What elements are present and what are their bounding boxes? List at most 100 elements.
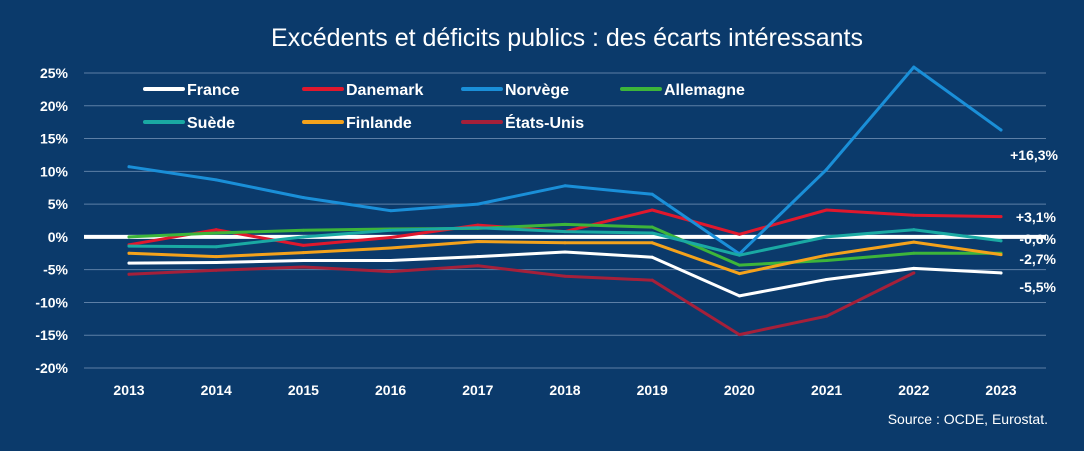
- end-labels: -5,5% +3,1% +16,3% -0,6% -2,7%: [1010, 147, 1058, 295]
- series-line: [127, 264, 916, 337]
- data-point: [214, 231, 218, 235]
- legend-label: France: [187, 82, 240, 99]
- legend-item: Suède: [143, 115, 235, 132]
- data-point: [650, 241, 654, 245]
- data-point: [825, 314, 829, 318]
- x-tick-label: 2017: [462, 382, 493, 398]
- legend-label: Allemagne: [664, 82, 745, 99]
- data-point: [127, 165, 131, 169]
- x-tick-label: 2015: [288, 382, 319, 398]
- y-tick-label: 10%: [40, 163, 69, 179]
- data-point: [214, 260, 218, 264]
- data-point: [214, 178, 218, 182]
- x-axis-ticks: 2013 2014 2015 2016 2017 2018 2019 2020 2021 2022…: [113, 382, 1016, 398]
- y-tick-label: -15%: [35, 327, 68, 343]
- data-point: [650, 192, 654, 196]
- x-tick-label: 2023: [985, 382, 1016, 398]
- data-point: [301, 235, 305, 239]
- end-value-label: -0,6%: [1019, 231, 1056, 247]
- end-value-label: +3,1%: [1016, 209, 1057, 225]
- data-point: [214, 255, 218, 259]
- data-point: [825, 235, 829, 239]
- x-tick-label: 2021: [811, 382, 842, 398]
- series-finlande: [127, 239, 1003, 276]
- series-norvege: [127, 65, 1003, 256]
- data-point: [301, 243, 305, 247]
- data-point: [389, 270, 393, 274]
- y-tick-label: 20%: [40, 98, 69, 114]
- y-tick-label: -5%: [43, 262, 68, 278]
- chart-title: Excédents et déficits publics : des écar…: [271, 24, 863, 52]
- series-layer: [127, 65, 1003, 337]
- x-tick-label: 2022: [898, 382, 929, 398]
- data-point: [301, 228, 305, 232]
- legend-label: Suède: [187, 115, 235, 132]
- end-value-label: -2,7%: [1019, 251, 1056, 267]
- data-point: [476, 264, 480, 268]
- x-tick-label: 2019: [637, 382, 668, 398]
- x-tick-label: 2018: [549, 382, 580, 398]
- data-point: [301, 258, 305, 262]
- data-point: [825, 278, 829, 281]
- data-point: [301, 265, 305, 269]
- data-point: [737, 272, 741, 276]
- data-point: [476, 239, 480, 243]
- data-point: [825, 208, 829, 212]
- data-point: [825, 167, 829, 171]
- y-tick-label: 15%: [40, 131, 69, 147]
- data-point: [737, 294, 741, 298]
- data-point: [301, 251, 305, 255]
- data-point: [563, 241, 567, 245]
- data-point: [737, 333, 741, 337]
- data-point: [737, 263, 741, 267]
- data-point: [650, 255, 654, 259]
- data-point: [389, 236, 393, 240]
- x-tick-label: 2013: [113, 382, 144, 398]
- data-point: [563, 222, 567, 226]
- data-point: [389, 209, 393, 213]
- data-point: [563, 250, 567, 254]
- data-point: [563, 274, 567, 278]
- data-point: [912, 266, 916, 270]
- data-point: [999, 128, 1003, 132]
- series-suede: [127, 226, 1003, 257]
- legend-label: États-Unis: [505, 113, 584, 132]
- y-tick-label: 0%: [48, 229, 69, 245]
- data-point: [912, 251, 916, 255]
- series-line: [127, 250, 1003, 298]
- y-tick-label: 25%: [40, 65, 69, 81]
- data-point: [912, 271, 916, 275]
- data-point: [737, 232, 741, 236]
- data-point: [214, 228, 218, 232]
- data-point: [476, 226, 480, 230]
- x-tick-label: 2014: [201, 382, 232, 398]
- data-point: [389, 246, 393, 250]
- data-point: [127, 251, 131, 255]
- data-point: [563, 230, 567, 234]
- data-point: [650, 231, 654, 235]
- data-point: [476, 223, 480, 227]
- data-point: [912, 213, 916, 217]
- data-point: [563, 184, 567, 188]
- data-point: [912, 65, 916, 69]
- end-value-label: -5,5%: [1019, 279, 1056, 295]
- data-point: [825, 258, 829, 262]
- data-point: [127, 272, 131, 276]
- data-point: [912, 240, 916, 244]
- series-line: [127, 208, 1003, 247]
- data-point: [301, 196, 305, 200]
- data-point: [389, 258, 393, 262]
- legend-item: Allemagne: [620, 82, 745, 99]
- legend-item: Danemark: [302, 82, 423, 99]
- legend: France Danemark Norvège Allemagne Suède Finla…: [143, 82, 745, 132]
- data-point: [999, 271, 1003, 275]
- data-point: [127, 235, 131, 239]
- y-tick-label: -10%: [35, 294, 68, 310]
- legend-item: Norvège: [461, 82, 569, 99]
- data-point: [476, 255, 480, 259]
- data-point: [825, 253, 829, 257]
- data-point: [214, 245, 218, 249]
- legend-item: Finlande: [302, 115, 412, 132]
